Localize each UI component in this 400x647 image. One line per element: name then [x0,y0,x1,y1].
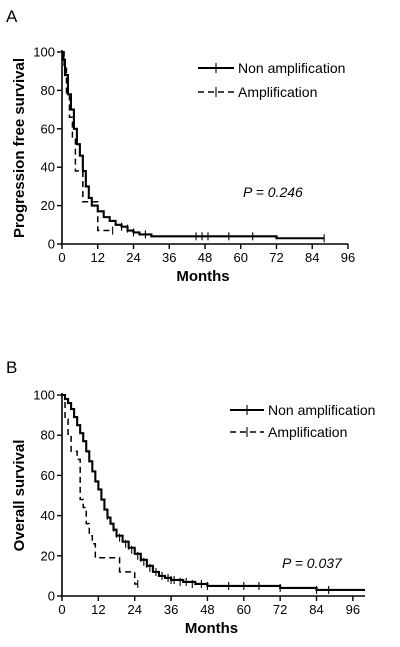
x-tick-label: 36 [162,250,176,265]
y-axis-title: Overall survival [11,440,28,552]
legend-label: Amplification [268,424,347,440]
panel-label: A [6,7,18,26]
x-tick-label: 12 [91,250,105,265]
x-tick-label: 84 [305,250,319,265]
x-tick-label: 60 [234,250,248,265]
x-tick-label: 36 [164,602,178,617]
p-value-annotation: P = 0.037 [282,555,343,571]
x-axis-title: Months [176,268,229,285]
series-line-amplification [62,51,113,232]
x-tick-label: 24 [127,602,141,617]
y-axis-title: Progression free survival [11,58,28,238]
legend-label: Non amplification [238,60,345,76]
y-tick-label: 60 [41,468,55,483]
y-tick-label: 40 [41,160,55,175]
x-tick-label: 96 [341,250,355,265]
panel-label: B [6,358,17,377]
x-axis-title: Months [185,620,238,637]
chart-panel-a: A 0 20 40 60 80 100 0 12 24 36 48 60 72 84 96 Months Prog… [6,7,355,285]
y-tick-label: 100 [33,388,55,403]
x-tick-label: 72 [273,602,287,617]
x-tick-label: 72 [269,250,283,265]
x-tick-label: 0 [58,602,65,617]
x-tick-label: 96 [346,602,360,617]
p-value-annotation: P = 0.246 [243,184,303,200]
y-tick-label: 40 [41,508,55,523]
y-tick-label: 20 [41,198,55,213]
x-tick-label: 60 [237,602,251,617]
legend-label: Non amplification [268,402,375,418]
series-line-non-amplification [62,50,325,240]
y-tick-label: 80 [41,428,55,443]
y-tick-label: 60 [41,121,55,136]
y-tick-label: 0 [48,237,55,252]
y-tick-label: 0 [48,589,55,604]
x-tick-label: 12 [91,602,105,617]
x-tick-label: 0 [58,250,65,265]
x-tick-label: 48 [200,602,214,617]
x-tick-label: 84 [309,602,323,617]
series-line-non-amplification [62,393,365,592]
y-tick-label: 80 [41,83,55,98]
y-tick-label: 100 [33,45,55,60]
chart-panel-b: B 0 20 40 60 80 100 0 12 24 36 48 60 72 84 96 Months Over… [6,358,375,637]
x-tick-label: 48 [198,250,212,265]
x-tick-label: 24 [126,250,140,265]
legend-label: Amplification [238,84,317,100]
series-line-amplification [62,394,138,585]
y-tick-label: 20 [41,548,55,563]
